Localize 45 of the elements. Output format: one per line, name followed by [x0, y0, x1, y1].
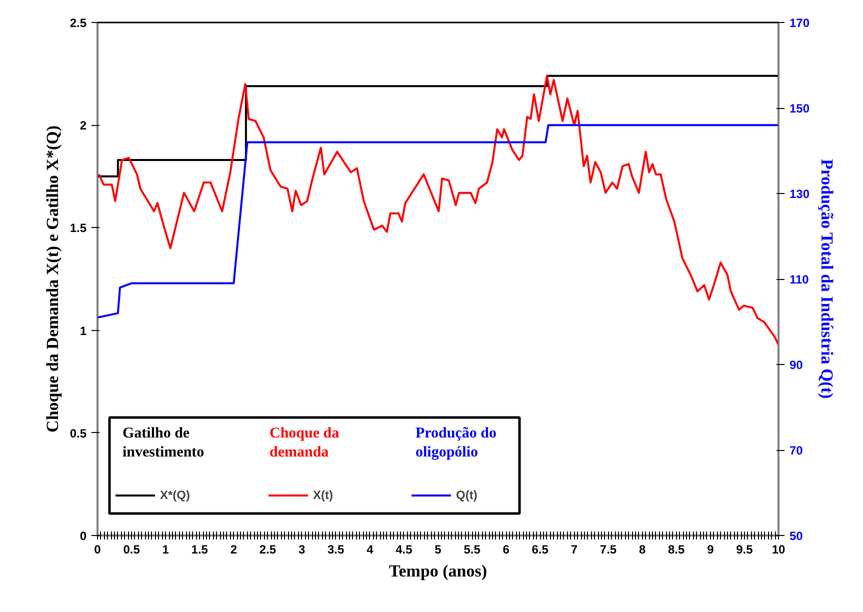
- x-tick-label: 0: [94, 542, 102, 556]
- x-tick-label: 0.5: [123, 542, 140, 556]
- y-tick-label: 0.5: [70, 426, 87, 440]
- y-tick-label: 0: [80, 529, 87, 543]
- x-tick-label: 1: [162, 542, 170, 556]
- x-tick-label: 2: [230, 542, 238, 556]
- y2-tick-label: 70: [790, 444, 804, 458]
- x-tick-label: 4.5: [396, 542, 413, 556]
- x-tick-label: 9: [707, 542, 714, 556]
- y-tick-label: 1.5: [70, 221, 87, 236]
- line-series: [98, 124, 778, 318]
- legend-label: X*(Q): [160, 488, 190, 502]
- x-tick-label: 10: [772, 542, 786, 556]
- x-tick-label: 5.5: [464, 542, 481, 556]
- x-tick-label: 6.5: [532, 542, 549, 556]
- x-tick-label: 8.5: [668, 542, 686, 556]
- y2-tick-label: 130: [790, 187, 810, 201]
- x-tick-label: 4: [366, 542, 374, 556]
- x-tick-label: 5: [434, 542, 442, 556]
- annotation: Choque da demanda: [270, 425, 340, 460]
- legend-label: X(t): [313, 488, 333, 502]
- y2-tick-label: 90: [790, 358, 804, 372]
- y-tick-label: 2.5: [70, 16, 87, 30]
- annotation: Produção do oligopólio: [416, 425, 496, 460]
- y2-tick-label: 50: [790, 529, 804, 543]
- y2-tick-label: 150: [790, 102, 810, 116]
- annotation: Gatilho de investimento: [122, 425, 204, 460]
- x-tick-label: 8: [638, 542, 646, 556]
- y2-tick-label: 110: [790, 272, 810, 286]
- x-tick-label: 1.5: [191, 542, 208, 556]
- line-series: [98, 74, 778, 346]
- x-tick-label: 2.5: [259, 542, 276, 556]
- x-tick-label: 3.5: [328, 542, 345, 556]
- x-tick-label: 7: [570, 542, 578, 556]
- x-tick-label: 7.5: [600, 542, 617, 556]
- x-tick-label: 9.5: [736, 542, 754, 556]
- x-axis-title: Tempo (anos): [388, 562, 488, 580]
- x-tick-label: 3: [298, 542, 306, 556]
- y2-axis-title: Produção Total da Indústria Q(t): [818, 159, 837, 399]
- y-tick-label: 1: [80, 324, 87, 338]
- legend-label: Q(t): [456, 488, 478, 502]
- y-axis-title: Choque da Demanda X(t) e Gatilho X*(Q): [42, 126, 62, 432]
- y-tick-label: 2: [80, 118, 87, 133]
- x-tick-label: 6: [502, 542, 510, 556]
- y2-tick-label: 170: [790, 16, 810, 30]
